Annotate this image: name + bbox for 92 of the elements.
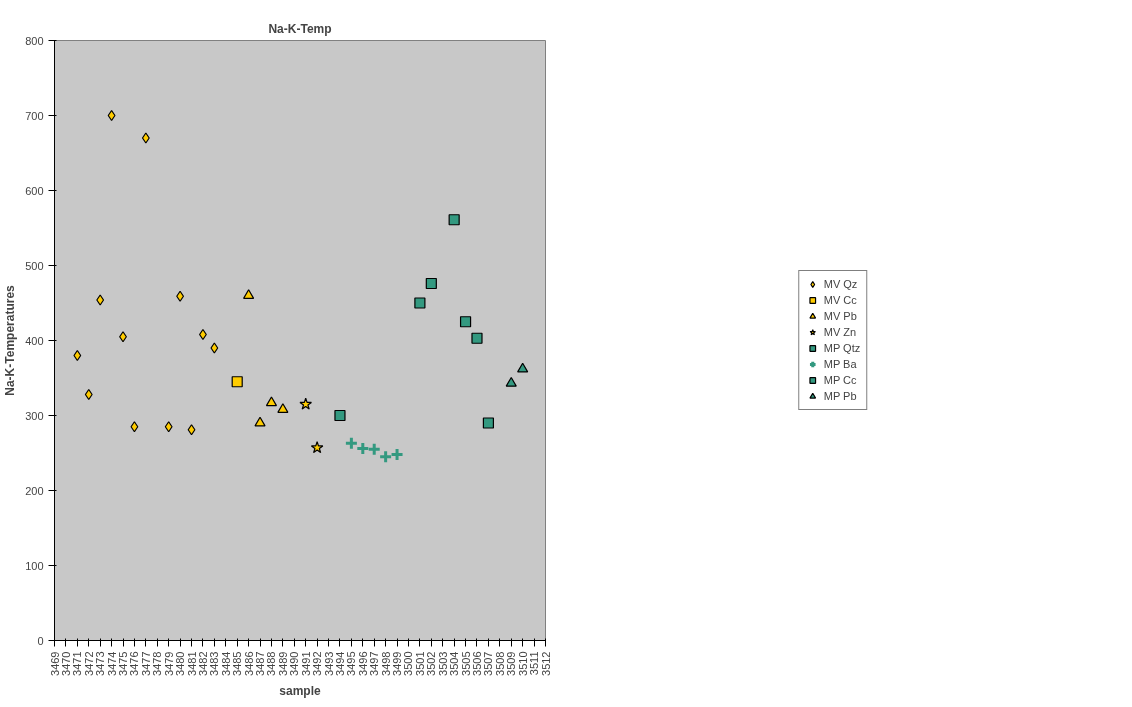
- legend-label: MV Qz: [823, 277, 858, 291]
- y-tick-label: 400: [25, 334, 44, 347]
- point: [299, 397, 313, 410]
- point: [355, 441, 370, 456]
- point: [334, 409, 346, 422]
- x-tick-label: 3495: [345, 651, 358, 676]
- x-tick-label: 3488: [265, 651, 278, 676]
- x-axis-title: sample: [279, 683, 321, 698]
- x-tick-label: 3479: [162, 651, 175, 676]
- point: [390, 447, 405, 462]
- point: [210, 342, 219, 354]
- x-tick-label: 3493: [322, 651, 335, 676]
- x-tick-label: 3490: [288, 651, 301, 676]
- x-tick-label: 3472: [82, 651, 95, 676]
- x-tick-label: 3487: [254, 651, 267, 676]
- legend-label: MP Qtz: [823, 341, 861, 355]
- x-tick-label: 3505: [459, 651, 472, 676]
- point: [471, 332, 483, 344]
- x-tick-label: 3502: [425, 651, 438, 676]
- y-tick-label: 100: [25, 559, 44, 572]
- x-tick-label: 3512: [539, 651, 552, 676]
- chart-title: Na-K-Temp: [268, 21, 332, 36]
- x-tick-label: 3478: [151, 651, 164, 676]
- x-tick-label: 3496: [356, 651, 369, 676]
- y-tick-label: 600: [25, 184, 44, 197]
- x-tick-label: 3474: [105, 651, 118, 676]
- x-tick-label: 3509: [505, 651, 518, 676]
- y-tick-label: 0: [37, 634, 44, 647]
- x-tick-label: 3470: [59, 651, 72, 676]
- y-tick-label: 500: [25, 259, 44, 272]
- x-tick-label: 3480: [174, 651, 187, 676]
- x-tick-label: 3508: [493, 651, 506, 676]
- point: [310, 441, 324, 454]
- point: [176, 290, 185, 302]
- x-tick-label: 3499: [391, 651, 404, 676]
- x-tick-label: 3489: [276, 651, 289, 676]
- point: [378, 449, 393, 464]
- y-tick-label: 300: [25, 409, 44, 422]
- x-tick-label: 3473: [94, 651, 107, 676]
- x-tick-label: 3482: [196, 651, 209, 676]
- y-tick-label: 700: [25, 109, 44, 122]
- legend-label: MV Pb: [823, 309, 857, 323]
- point: [187, 424, 196, 436]
- x-tick-label: 3506: [470, 651, 483, 676]
- legend-label: MP Cc: [823, 373, 857, 387]
- x-tick-label: 3469: [48, 651, 61, 676]
- legend-label: MV Zn: [823, 325, 857, 339]
- x-tick-label: 3494: [333, 651, 346, 676]
- x-tick-label: 3476: [128, 651, 141, 676]
- point: [254, 416, 266, 427]
- x-tick-label: 3471: [71, 651, 84, 676]
- point: [96, 294, 105, 306]
- x-tick-label: 3503: [436, 651, 449, 676]
- x-tick-label: 3510: [516, 651, 529, 676]
- x-tick-label: 3511: [528, 651, 541, 676]
- point: [277, 403, 289, 413]
- point: [505, 376, 517, 387]
- x-tick-label: 3484: [219, 651, 232, 676]
- x-tick-label: 3501: [413, 651, 426, 676]
- y-axis-title: Na-K-Temperatures: [3, 284, 18, 396]
- x-tick-label: 3504: [448, 651, 461, 676]
- point: [130, 421, 139, 433]
- point: [141, 132, 150, 144]
- x-tick-label: 3491: [299, 651, 312, 676]
- x-tick-label: 3497: [368, 651, 381, 676]
- x-tick-label: 3500: [402, 651, 415, 676]
- legend-label: MP Pb: [823, 389, 857, 403]
- x-tick-label: 3485: [231, 651, 244, 676]
- point: [265, 396, 278, 407]
- point: [243, 289, 255, 299]
- x-tick-label: 3507: [482, 651, 495, 676]
- y-tick-label: 800: [25, 34, 44, 47]
- x-tick-label: 3481: [185, 651, 198, 676]
- point: [459, 316, 472, 328]
- x-tick-label: 3475: [117, 651, 130, 676]
- legend-label: MP Ba: [823, 357, 857, 371]
- x-tick-label: 3492: [311, 651, 324, 676]
- x-tick-label: 3477: [139, 651, 152, 676]
- point: [367, 442, 382, 457]
- point: [231, 376, 243, 388]
- y-tick-label: 200: [25, 484, 44, 497]
- point: [517, 362, 529, 373]
- point: [344, 436, 359, 451]
- point: [414, 297, 426, 309]
- point: [425, 277, 437, 290]
- point: [164, 421, 173, 433]
- x-tick-label: 3483: [208, 651, 221, 676]
- x-tick-label: 3498: [379, 651, 392, 676]
- point: [448, 214, 460, 226]
- legend-label: MV Cc: [823, 293, 857, 307]
- point: [482, 417, 495, 429]
- x-tick-label: 3486: [242, 651, 255, 676]
